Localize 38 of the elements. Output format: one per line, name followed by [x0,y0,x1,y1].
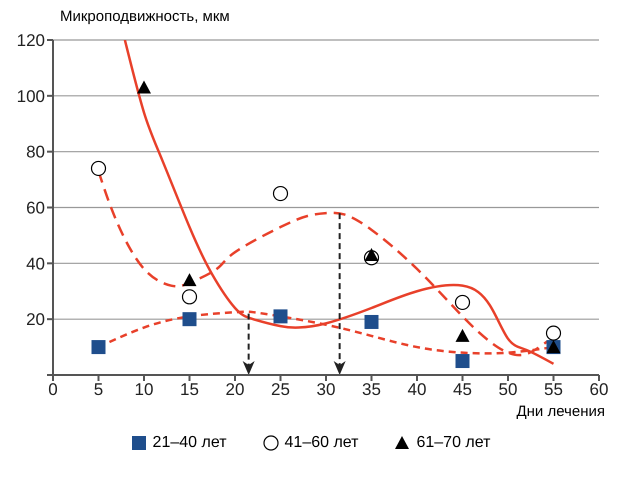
point [364,248,378,261]
point [546,326,562,341]
point [182,273,196,286]
point [90,160,106,176]
legend-label: 41–60 лет [284,434,358,452]
legend-label: 21–40 лет [152,434,227,452]
point [364,314,378,329]
y-tick-label: 80 [26,142,45,162]
y-tick-label: 120 [16,31,45,50]
x-tick-label: 55 [544,380,563,400]
point [456,354,470,368]
x-tick-label: 10 [134,380,154,400]
point [182,312,196,326]
point [182,289,198,304]
point [454,294,470,310]
y-axis-title: Микроподвижность, мкм [59,8,231,27]
x-tick-label: 25 [271,380,290,400]
y-tick-label: 100 [16,86,45,106]
x-tick-label: 40 [408,380,426,400]
x-tick-label: 30 [316,380,336,400]
point [92,340,106,354]
x-tick-label: 15 [180,380,199,400]
x-tick-label: 45 [453,380,472,400]
legend-label: 61–70 лет [416,434,490,452]
x-axis-title: Дни лечения [515,403,606,420]
point [137,80,151,94]
x-tick-label: 20 [226,380,244,400]
point [274,309,288,324]
x-tick-label: 50 [498,380,518,400]
point [456,328,470,342]
x-tick-label: 35 [362,380,381,400]
y-tick-label: 40 [26,254,45,274]
y-tick-label: 60 [26,198,45,218]
point [272,186,288,202]
x-tick-label: 60 [590,380,608,400]
x-tick-label: 0 [48,380,58,400]
y-tick-label: 20 [26,310,45,330]
x-tick-label: 5 [94,380,104,400]
